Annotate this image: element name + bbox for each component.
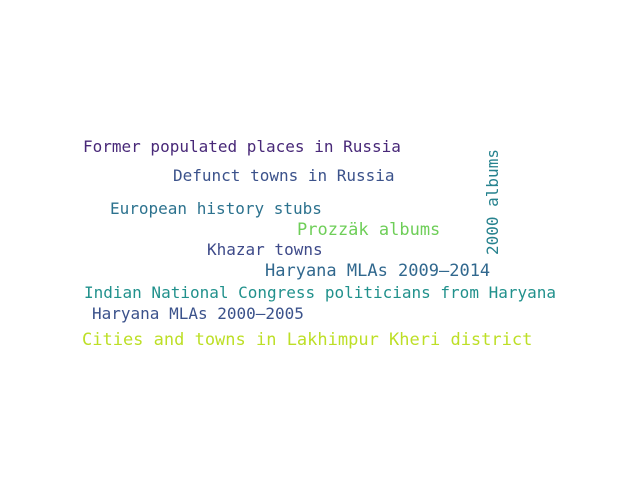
word-haryana-mlas-2000-2005: Haryana MLAs 2000–2005 — [92, 304, 304, 323]
word-former-populated-places: Former populated places in Russia — [83, 137, 401, 156]
word-indian-national-congress: Indian National Congress politicians fro… — [84, 283, 557, 302]
word-prozzak-albums: Prozzäk albums — [297, 220, 441, 240]
word-2000-albums: 2000 albums — [483, 149, 502, 255]
word-khazar-towns: Khazar towns — [207, 240, 323, 259]
word-defunct-towns: Defunct towns in Russia — [173, 166, 395, 185]
word-european-history-stubs: European history stubs — [110, 199, 322, 218]
word-haryana-mlas-2009-2014: Haryana MLAs 2009–2014 — [265, 261, 491, 281]
word-cities-lakhimpur-kheri: Cities and towns in Lakhimpur Kheri dist… — [82, 330, 533, 350]
